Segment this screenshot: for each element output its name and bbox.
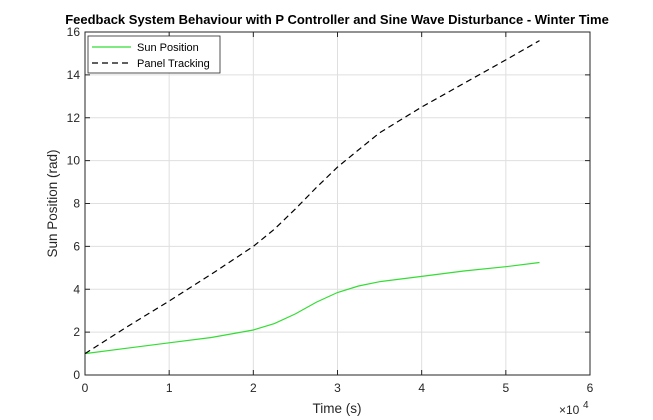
y-tick-label: 16 <box>67 25 81 39</box>
y-axis-label: Sun Position (rad) <box>45 149 60 257</box>
y-tick-label: 14 <box>67 68 81 82</box>
y-tick-label: 4 <box>73 282 80 296</box>
y-tick-label: 8 <box>73 197 80 211</box>
legend-box <box>87 35 221 74</box>
legend: Sun Position Panel Tracking <box>87 35 221 74</box>
x-tick-label: 3 <box>334 381 341 395</box>
x-exponent-power: 4 <box>583 400 589 411</box>
series-line-sun-position <box>84 261 540 355</box>
x-tick-label: 6 <box>587 381 594 395</box>
x-axis-label: Time (s) <box>313 401 362 416</box>
y-tick-label: 12 <box>67 111 81 125</box>
x-ticks: 0 1 2 3 4 5 6 <box>82 32 594 395</box>
legend-label-sun-position: Sun Position <box>137 42 199 54</box>
x-exponent: ×10 4 <box>559 400 589 417</box>
y-tick-label: 2 <box>73 325 80 339</box>
y-ticks: 0 2 4 6 8 10 12 14 16 <box>67 25 590 382</box>
y-tick-label: 0 <box>73 368 80 382</box>
x-tick-label: 5 <box>502 381 509 395</box>
x-tick-label: 1 <box>166 381 173 395</box>
grid <box>84 31 591 376</box>
x-tick-label: 2 <box>250 381 257 395</box>
series-lines <box>84 40 540 355</box>
chart-title: Feedback System Behaviour with P Control… <box>65 12 609 27</box>
x-tick-label: 4 <box>418 381 425 395</box>
x-exponent-base: ×10 <box>559 403 580 417</box>
legend-label-panel-tracking: Panel Tracking <box>137 58 210 70</box>
x-tick-label: 0 <box>82 381 89 395</box>
y-tick-label: 6 <box>73 239 80 253</box>
series-line-panel-tracking <box>84 40 540 355</box>
y-tick-label: 10 <box>67 154 81 168</box>
